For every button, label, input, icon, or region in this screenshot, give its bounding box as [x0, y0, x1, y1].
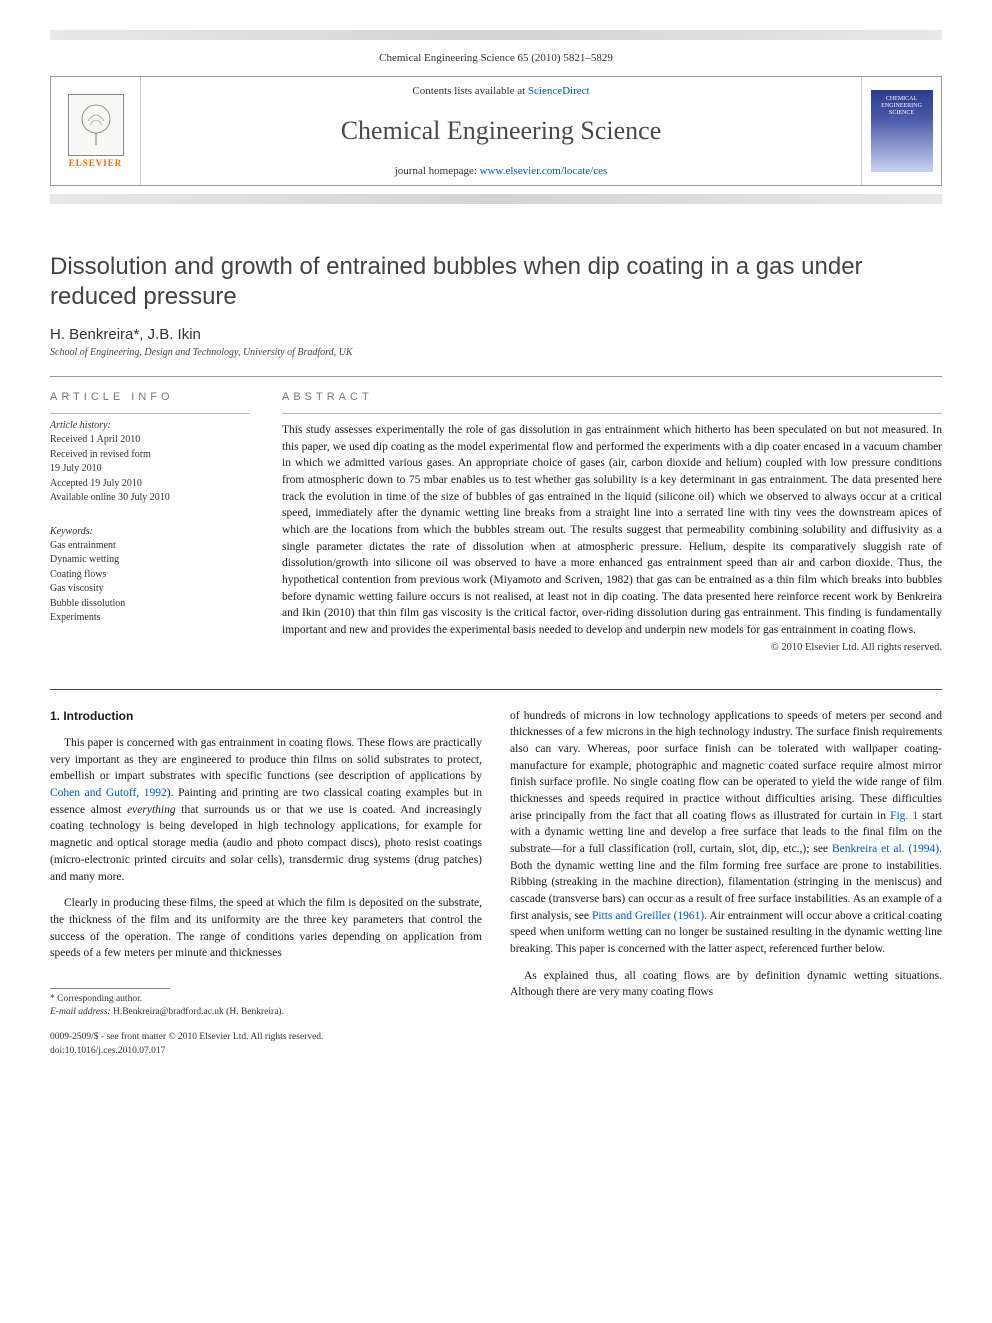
corr-text: Corresponding author.: [57, 994, 142, 1004]
journal-cover-thumb: CHEMICAL ENGINEERING SCIENCE: [871, 90, 933, 172]
ref-pitts-greiller[interactable]: Pitts and Greiller (1961): [592, 910, 704, 922]
homepage-prefix: journal homepage:: [395, 165, 480, 177]
email-label: E-mail address:: [50, 1007, 111, 1017]
journal-header-box: ELSEVIER Contents lists available at Sci…: [50, 76, 942, 186]
divider-rule: [50, 376, 942, 377]
title-block: Dissolution and growth of entrained bubb…: [50, 252, 942, 312]
article-info-label: ARTICLE INFO: [50, 391, 250, 403]
publisher-block: ELSEVIER: [51, 77, 141, 185]
history-received: Received 1 April 2010: [50, 433, 250, 448]
paper-title: Dissolution and growth of entrained bubb…: [50, 252, 942, 312]
section-1-heading: 1. Introduction: [50, 708, 482, 725]
keyword-5: Experiments: [50, 611, 250, 626]
body-p2: Clearly in producing these films, the sp…: [50, 895, 482, 962]
email-footnote: E-mail address: H.Benkreira@bradford.ac.…: [50, 1006, 482, 1019]
author-2: , J.B. Ikin: [139, 326, 201, 343]
journal-name: Chemical Engineering Science: [341, 116, 662, 146]
ref-cohen-gutoff[interactable]: Cohen and Gutoff, 1992: [50, 787, 167, 799]
p1a: This paper is concerned with gas entrain…: [50, 737, 482, 782]
history-block: Article history: Received 1 April 2010 R…: [50, 413, 250, 506]
history-online: Available online 30 July 2010: [50, 491, 250, 506]
email-value: H.Benkreira@bradford.ac.uk (H. Benkreira…: [111, 1007, 284, 1017]
authors-line: H. Benkreira*, J.B. Ikin: [50, 326, 942, 343]
history-revised-2: 19 July 2010: [50, 462, 250, 477]
abstract-copyright: © 2010 Elsevier Ltd. All rights reserved…: [282, 642, 942, 653]
journal-homepage-line: journal homepage: www.elsevier.com/locat…: [395, 165, 608, 177]
corresponding-footnote: * Corresponding author.: [50, 993, 482, 1006]
keywords-label: Keywords:: [50, 526, 250, 537]
author-1: H. Benkreira: [50, 326, 133, 343]
body-p3: of hundreds of microns in low technology…: [510, 708, 942, 958]
abstract-label: ABSTRACT: [282, 391, 942, 403]
p3a: of hundreds of microns in low technology…: [510, 710, 942, 822]
body-columns: 1. Introduction This paper is concerned …: [50, 708, 942, 1058]
bottom-meta: 0009-2509/$ - see front matter © 2010 El…: [50, 1031, 482, 1058]
body-p4: As explained thus, all coating flows are…: [510, 968, 942, 1001]
keywords-block: Keywords: Gas entrainment Dynamic wettin…: [50, 520, 250, 626]
history-revised-1: Received in revised form: [50, 448, 250, 463]
ref-fig1[interactable]: Fig. 1: [890, 810, 918, 822]
bottom-gradient-bar: [50, 194, 942, 204]
article-info-col: ARTICLE INFO Article history: Received 1…: [50, 391, 250, 667]
affiliation: School of Engineering, Design and Techno…: [50, 347, 942, 358]
publisher-label: ELSEVIER: [69, 158, 123, 168]
homepage-link[interactable]: www.elsevier.com/locate/ces: [480, 165, 608, 177]
abstract-col: ABSTRACT This study assesses experimenta…: [282, 391, 942, 667]
contents-prefix: Contents lists available at: [412, 85, 527, 97]
contents-line: Contents lists available at ScienceDirec…: [412, 85, 589, 97]
keyword-3: Gas viscosity: [50, 582, 250, 597]
doi-line: doi:10.1016/j.ces.2010.07.017: [50, 1045, 482, 1058]
issn-line: 0009-2509/$ - see front matter © 2010 El…: [50, 1031, 482, 1044]
history-accepted: Accepted 19 July 2010: [50, 477, 250, 492]
ref-benkreira-1994[interactable]: Benkreira et al. (1994): [832, 843, 939, 855]
keyword-0: Gas entrainment: [50, 539, 250, 554]
keyword-2: Coating flows: [50, 568, 250, 583]
footnote-rule: [50, 988, 170, 989]
header-center: Contents lists available at ScienceDirec…: [141, 77, 861, 185]
body-p1: This paper is concerned with gas entrain…: [50, 735, 482, 885]
keyword-1: Dynamic wetting: [50, 553, 250, 568]
header-citation: Chemical Engineering Science 65 (2010) 5…: [50, 52, 942, 64]
history-label: Article history:: [50, 420, 250, 431]
abstract-block: This study assesses experimentally the r…: [282, 413, 942, 653]
cover-block: CHEMICAL ENGINEERING SCIENCE: [861, 77, 941, 185]
meta-row: ARTICLE INFO Article history: Received 1…: [50, 391, 942, 667]
abstract-text: This study assesses experimentally the r…: [282, 422, 942, 639]
keyword-4: Bubble dissolution: [50, 597, 250, 612]
body-divider: [50, 689, 942, 690]
p1-em: everything: [127, 804, 176, 816]
top-gradient-bar: [50, 30, 942, 40]
elsevier-tree-icon: [68, 94, 124, 156]
sciencedirect-link[interactable]: ScienceDirect: [528, 85, 590, 97]
